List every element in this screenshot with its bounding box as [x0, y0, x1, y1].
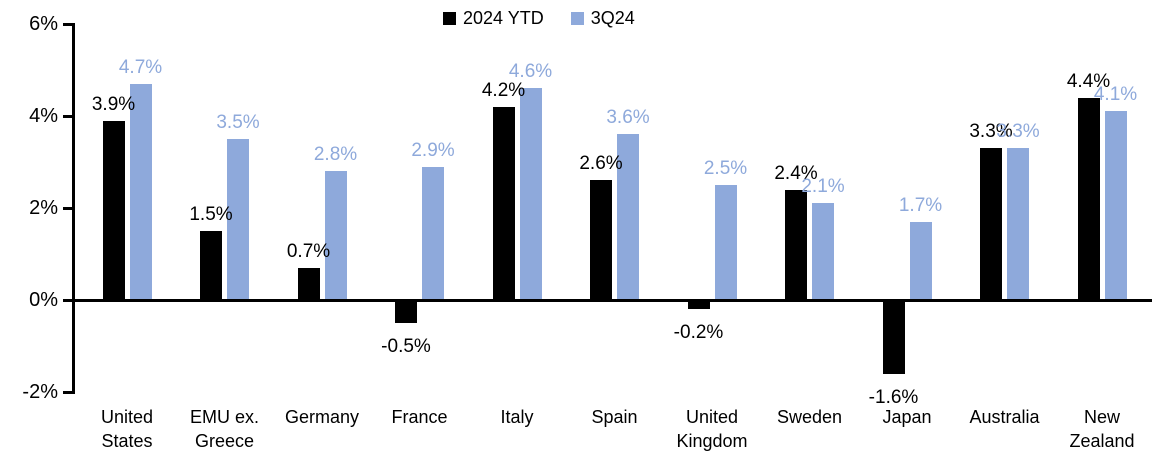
y-axis-label: 6% — [29, 13, 58, 35]
legend-item-3q24: 3Q24 — [570, 8, 635, 28]
bar-2024-ytd-germany — [297, 267, 320, 300]
y-axis-tick — [63, 23, 73, 26]
data-label-2024-ytd-sweden: 2.4% — [774, 162, 818, 184]
legend: 2024 YTD 3Q24 — [443, 8, 635, 28]
bar-3q24-spain — [617, 134, 639, 300]
data-label-3q24-sweden: 2.1% — [801, 176, 845, 198]
legend-label-2024-ytd: 2024 YTD — [463, 8, 544, 28]
y-axis-tick — [63, 391, 73, 394]
data-label-3q24-new-zealand: 4.1% — [1093, 84, 1138, 106]
y-axis-tick — [63, 299, 73, 302]
y-axis-label: 4% — [29, 105, 58, 127]
bar-3q24-australia — [1007, 148, 1029, 300]
category-label-new-zealand: New Zealand — [1069, 407, 1135, 451]
data-label-2024-ytd-japan: -1.6% — [868, 386, 919, 408]
legend-item-2024-ytd: 2024 YTD — [443, 8, 544, 28]
y-axis-line — [72, 23, 75, 394]
x-axis-baseline — [72, 299, 1152, 302]
data-label-2024-ytd-france: -0.5% — [381, 336, 431, 357]
legend-swatch-2024-ytd — [443, 11, 456, 25]
bar-2024-ytd-spain — [590, 180, 612, 300]
category-label-italy: Italy — [500, 407, 534, 427]
data-label-2024-ytd-united-states: 3.9% — [91, 93, 136, 115]
category-label-spain: Spain — [591, 407, 638, 427]
bar-2024-ytd-united-states — [102, 120, 125, 300]
category-label-australia: Australia — [969, 407, 1040, 427]
data-label-2024-ytd-united-kingdom: -0.2% — [673, 322, 724, 344]
y-axis-tick — [63, 207, 73, 210]
bar-2024-ytd-sweden — [785, 189, 807, 300]
bar-3q24-new-zealand — [1104, 111, 1127, 300]
data-label-2024-ytd-emu-ex-greece: 1.5% — [189, 204, 233, 225]
bar-2024-ytd-united-kingdom — [687, 300, 710, 310]
data-label-3q24-japan: 1.7% — [898, 194, 943, 216]
category-label-germany: Germany — [284, 407, 360, 427]
bar-3q24-emu-ex-greece — [227, 139, 249, 300]
category-label-united-states: United States — [100, 407, 154, 451]
bar-2024-ytd-new-zealand — [1077, 97, 1100, 300]
bar-3q24-germany — [324, 171, 347, 300]
data-label-3q24-united-states: 4.7% — [118, 56, 163, 78]
bar-3q24-united-kingdom — [714, 185, 737, 300]
bar-3q24-japan — [909, 221, 932, 300]
bar-3q24-italy — [519, 88, 542, 300]
bar-3q24-france — [422, 166, 444, 300]
data-label-2024-ytd-germany: 0.7% — [286, 240, 331, 262]
data-label-3q24-france: 2.9% — [411, 139, 455, 161]
category-label-united-kingdom: United Kingdom — [676, 407, 748, 451]
y-axis-label: 2% — [29, 197, 58, 219]
data-label-2024-ytd-new-zealand: 4.4% — [1066, 70, 1111, 92]
bar-3q24-sweden — [812, 203, 834, 300]
bar-3q24-united-states — [129, 83, 152, 300]
category-label-france: France — [391, 407, 448, 427]
bar-2024-ytd-japan — [882, 300, 905, 374]
legend-swatch-3q24 — [570, 11, 584, 25]
data-label-3q24-emu-ex-greece: 3.5% — [216, 112, 260, 133]
y-axis-label: -2% — [22, 381, 58, 403]
data-label-3q24-united-kingdom: 2.5% — [703, 158, 748, 179]
category-label-japan: Japan — [882, 407, 932, 427]
category-label-emu-ex-greece: EMU ex. Greece — [189, 407, 259, 451]
data-label-2024-ytd-australia: 3.3% — [969, 121, 1013, 143]
data-label-3q24-italy: 4.6% — [508, 61, 553, 83]
data-label-2024-ytd-italy: 4.2% — [481, 79, 526, 101]
bar-2024-ytd-emu-ex-greece — [200, 231, 222, 300]
bar-2024-ytd-france — [395, 300, 417, 323]
data-label-3q24-germany: 2.8% — [313, 144, 358, 166]
data-label-2024-ytd-spain: 2.6% — [579, 153, 623, 175]
data-label-3q24-spain: 3.6% — [606, 107, 650, 129]
data-label-3q24-australia: 3.3% — [996, 121, 1040, 143]
category-label-sweden: Sweden — [776, 407, 843, 427]
legend-label-3q24: 3Q24 — [590, 8, 635, 28]
bar-2024-ytd-italy — [492, 106, 515, 300]
y-axis-label: 0% — [29, 289, 58, 311]
bar-2024-ytd-australia — [980, 148, 1002, 300]
y-axis-tick — [63, 115, 73, 118]
